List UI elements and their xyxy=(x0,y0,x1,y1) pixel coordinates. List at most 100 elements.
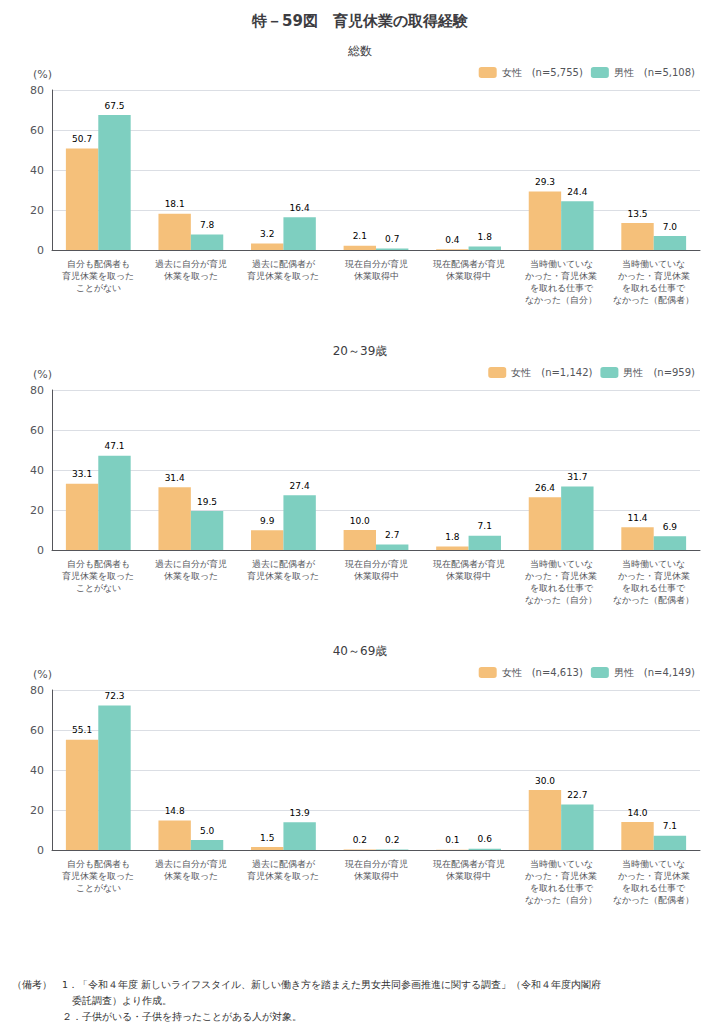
svg-text:過去に自分が育児: 過去に自分が育児 xyxy=(155,859,227,869)
svg-text:1.8: 1.8 xyxy=(478,232,493,242)
svg-text:(%): (%) xyxy=(33,68,52,81)
svg-text:80: 80 xyxy=(30,384,44,397)
svg-text:休業取得中: 休業取得中 xyxy=(354,571,399,581)
svg-text:なかった（自分）: なかった（自分） xyxy=(525,595,597,605)
svg-text:80: 80 xyxy=(30,684,44,697)
svg-text:（備考） 1．「令和４年度 新しいライフスタイル、新しい働き: （備考） 1．「令和４年度 新しいライフスタイル、新しい働き方を踏まえた男女共同… xyxy=(12,979,601,990)
svg-text:自分も配偶者も: 自分も配偶者も xyxy=(67,259,130,269)
svg-text:40: 40 xyxy=(30,464,44,477)
svg-text:女性 (n=5,755): 女性 (n=5,755) xyxy=(502,67,583,78)
svg-text:当時働いていな: 当時働いていな xyxy=(622,259,685,269)
svg-text:なかった（自分）: なかった（自分） xyxy=(525,895,597,905)
svg-text:を取れる仕事で: を取れる仕事で xyxy=(622,283,686,293)
svg-text:を取れる仕事で: を取れる仕事で xyxy=(530,883,594,893)
svg-text:(%): (%) xyxy=(33,668,52,681)
svg-text:育児休業を取った: 育児休業を取った xyxy=(62,871,134,881)
svg-text:特－59図 育児休業の取得経験: 特－59図 育児休業の取得経験 xyxy=(251,12,469,30)
svg-text:総数: 総数 xyxy=(347,44,372,58)
svg-text:16.4: 16.4 xyxy=(290,203,310,213)
svg-text:現在配偶者が育児: 現在配偶者が育児 xyxy=(433,859,505,869)
svg-text:0: 0 xyxy=(37,244,44,257)
svg-text:休業取得中: 休業取得中 xyxy=(354,871,399,881)
svg-text:なかった（配偶者）: なかった（配偶者） xyxy=(613,295,694,305)
svg-text:31.7: 31.7 xyxy=(567,472,587,482)
svg-text:30.0: 30.0 xyxy=(535,776,555,786)
svg-text:19.5: 19.5 xyxy=(197,497,217,507)
svg-text:自分も配偶者も: 自分も配偶者も xyxy=(67,559,130,569)
svg-text:男性 (n=959): 男性 (n=959) xyxy=(623,367,695,378)
svg-text:ことがない: ことがない xyxy=(76,283,121,293)
svg-text:休業取得中: 休業取得中 xyxy=(446,871,491,881)
svg-text:7.1: 7.1 xyxy=(663,821,677,831)
svg-text:過去に配偶者が: 過去に配偶者が xyxy=(252,559,316,569)
svg-text:当時働いていな: 当時働いていな xyxy=(530,559,593,569)
svg-text:休業を取った: 休業を取った xyxy=(164,871,218,881)
svg-text:を取れる仕事で: を取れる仕事で xyxy=(530,583,594,593)
svg-text:かった・育児休業: かった・育児休業 xyxy=(525,271,597,281)
svg-text:0: 0 xyxy=(37,844,44,857)
svg-text:67.5: 67.5 xyxy=(104,101,124,111)
svg-text:自分も配偶者も: 自分も配偶者も xyxy=(67,859,130,869)
svg-text:なかった（配偶者）: なかった（配偶者） xyxy=(613,895,694,905)
svg-text:0.1: 0.1 xyxy=(445,835,459,845)
svg-text:13.5: 13.5 xyxy=(627,209,647,219)
svg-text:60: 60 xyxy=(30,124,44,137)
svg-text:9.9: 9.9 xyxy=(260,516,275,526)
svg-text:5.0: 5.0 xyxy=(200,826,215,836)
svg-text:過去に配偶者が: 過去に配偶者が xyxy=(252,859,316,869)
svg-text:0.4: 0.4 xyxy=(445,235,460,245)
svg-text:休業を取った: 休業を取った xyxy=(164,271,218,281)
svg-text:なかった（配偶者）: なかった（配偶者） xyxy=(613,595,694,605)
svg-text:33.1: 33.1 xyxy=(72,469,92,479)
svg-text:1.5: 1.5 xyxy=(260,833,274,843)
svg-text:委託調査）より作成。: 委託調査）より作成。 xyxy=(12,995,172,1006)
svg-text:47.1: 47.1 xyxy=(104,441,124,451)
svg-text:なかった（自分）: なかった（自分） xyxy=(525,295,597,305)
svg-text:29.3: 29.3 xyxy=(535,177,555,187)
svg-text:男性 (n=4,149): 男性 (n=4,149) xyxy=(614,667,695,678)
svg-text:育児休業を取った: 育児休業を取った xyxy=(62,271,134,281)
svg-text:3.2: 3.2 xyxy=(260,229,274,239)
svg-text:当時働いていな: 当時働いていな xyxy=(530,259,593,269)
svg-text:20: 20 xyxy=(30,804,44,817)
svg-text:7.1: 7.1 xyxy=(478,521,492,531)
svg-text:休業取得中: 休業取得中 xyxy=(446,571,491,581)
svg-text:ことがない: ことがない xyxy=(76,883,121,893)
svg-text:50.7: 50.7 xyxy=(72,134,92,144)
svg-text:当時働いていな: 当時働いていな xyxy=(622,559,685,569)
svg-text:6.9: 6.9 xyxy=(663,522,678,532)
svg-text:２．子供がいる・子供を持ったことがある人が対象。: ２．子供がいる・子供を持ったことがある人が対象。 xyxy=(12,1011,302,1022)
svg-text:13.9: 13.9 xyxy=(290,808,310,818)
svg-text:育児休業を取った: 育児休業を取った xyxy=(62,571,134,581)
svg-text:40: 40 xyxy=(30,164,44,177)
svg-text:0.7: 0.7 xyxy=(385,234,399,244)
svg-text:55.1: 55.1 xyxy=(72,725,92,735)
svg-text:ことがない: ことがない xyxy=(76,583,121,593)
svg-text:を取れる仕事で: を取れる仕事で xyxy=(530,283,594,293)
svg-text:現在自分が育児: 現在自分が育児 xyxy=(345,259,408,269)
svg-text:60: 60 xyxy=(30,724,44,737)
svg-text:かった・育児休業: かった・育児休業 xyxy=(618,871,690,881)
svg-text:2.1: 2.1 xyxy=(353,231,367,241)
svg-text:当時働いていな: 当時働いていな xyxy=(530,859,593,869)
svg-text:かった・育児休業: かった・育児休業 xyxy=(525,571,597,581)
svg-text:休業を取った: 休業を取った xyxy=(164,571,218,581)
svg-text:1.8: 1.8 xyxy=(445,532,460,542)
svg-text:14.0: 14.0 xyxy=(627,808,647,818)
svg-text:31.4: 31.4 xyxy=(165,473,185,483)
svg-text:かった・育児休業: かった・育児休業 xyxy=(618,271,690,281)
svg-text:過去に自分が育児: 過去に自分が育児 xyxy=(155,259,227,269)
svg-text:7.0: 7.0 xyxy=(663,222,678,232)
svg-text:20～39歳: 20～39歳 xyxy=(333,344,388,358)
svg-text:0.2: 0.2 xyxy=(353,835,367,845)
svg-text:過去に配偶者が: 過去に配偶者が xyxy=(252,259,316,269)
svg-text:7.8: 7.8 xyxy=(200,220,215,230)
svg-text:休業取得中: 休業取得中 xyxy=(446,271,491,281)
svg-text:40～69歳: 40～69歳 xyxy=(333,644,388,658)
svg-text:女性 (n=1,142): 女性 (n=1,142) xyxy=(511,367,592,378)
svg-text:60: 60 xyxy=(30,424,44,437)
svg-text:休業取得中: 休業取得中 xyxy=(354,271,399,281)
svg-text:男性 (n=5,108): 男性 (n=5,108) xyxy=(614,67,695,78)
svg-text:現在配偶者が育児: 現在配偶者が育児 xyxy=(433,559,505,569)
svg-text:24.4: 24.4 xyxy=(567,187,587,197)
